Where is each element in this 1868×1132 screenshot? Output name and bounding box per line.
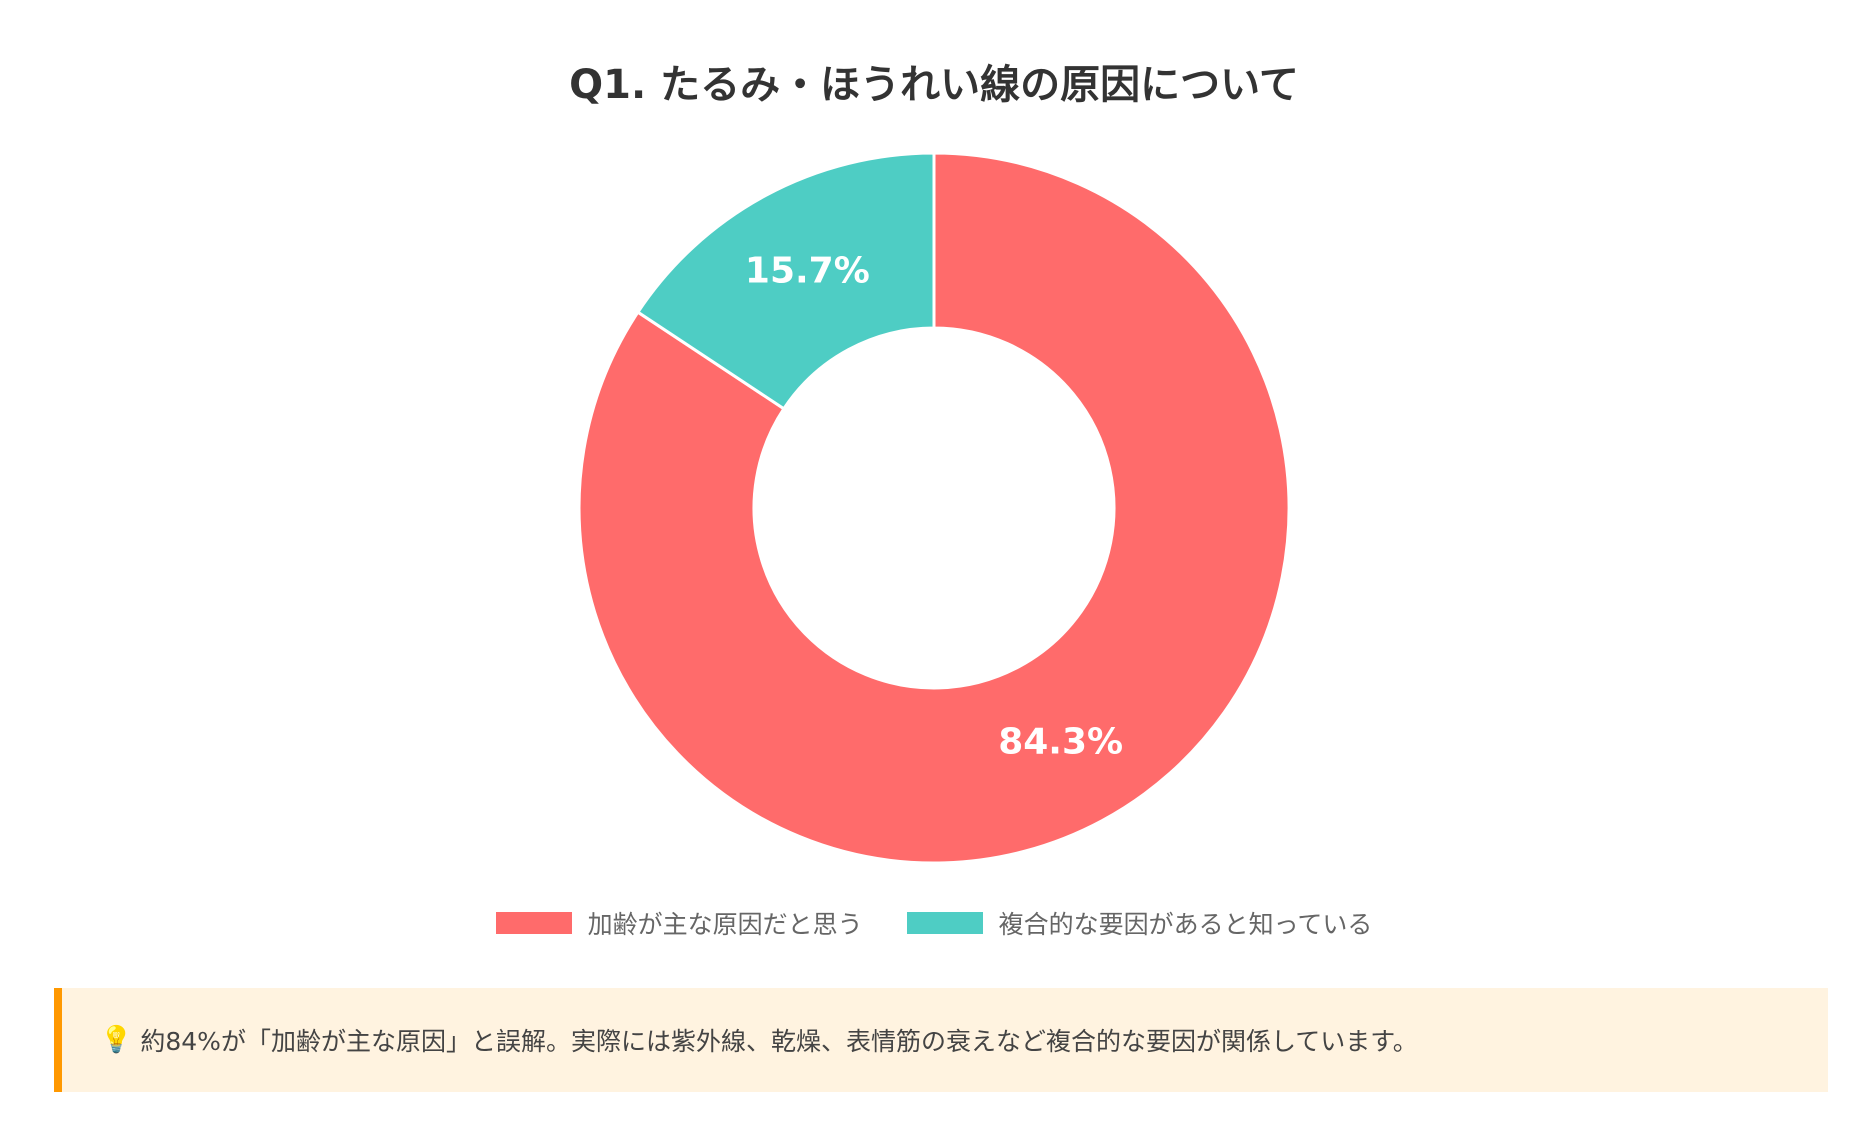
legend-item-complex[interactable]: 複合的な要因があると知っている bbox=[906, 905, 1373, 941]
legend-swatch-aging bbox=[495, 912, 572, 934]
lightbulb-icon: 💡 bbox=[100, 1025, 133, 1055]
insight-note: 💡 約84%が「加齢が主な原因」と誤解。実際には紫外線、乾燥、表情筋の衰えなど複… bbox=[54, 988, 1828, 1092]
slice-label-aging: 84.3% bbox=[998, 722, 1123, 763]
insight-note-text: 約84%が「加齢が主な原因」と誤解。実際には紫外線、乾燥、表情筋の衰えなど複合的… bbox=[140, 1027, 1418, 1056]
legend-swatch-complex bbox=[906, 912, 983, 934]
chart-legend: 加齢が主な原因だと思う 複合的な要因があると知っている bbox=[0, 905, 1868, 941]
slice-complex[interactable] bbox=[635, 151, 936, 411]
donut-chart: 84.3% 15.7% bbox=[577, 151, 1291, 865]
slice-aging[interactable] bbox=[577, 151, 1291, 865]
chart-title: Q1. たるみ・ほうれい線の原因について bbox=[569, 62, 1299, 108]
slice-label-complex: 15.7% bbox=[745, 250, 870, 291]
legend-label-complex: 複合的な要因があると知っている bbox=[998, 910, 1373, 939]
legend-item-aging[interactable]: 加齢が主な原因だと思う bbox=[495, 905, 863, 941]
legend-label-aging: 加齢が主な原因だと思う bbox=[587, 910, 863, 939]
